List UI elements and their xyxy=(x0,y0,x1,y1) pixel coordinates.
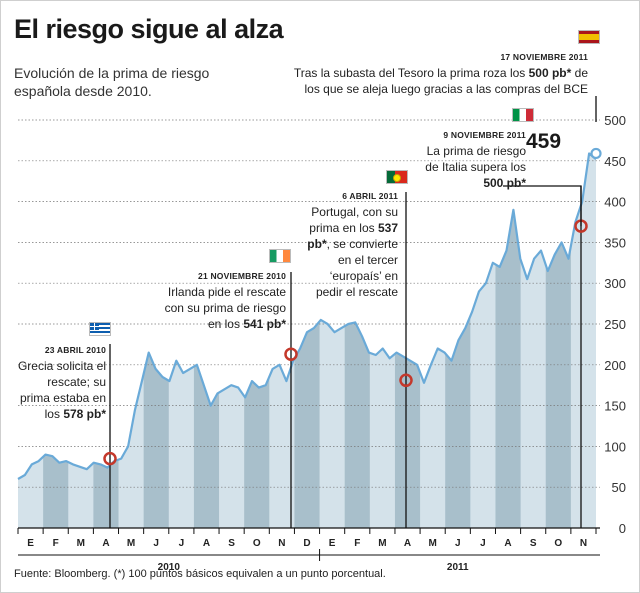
annotation-italia: 9 NOVIEMBRE 2011 La prima de riesgo de I… xyxy=(424,127,526,191)
month-band xyxy=(570,153,596,528)
annotation-espana: 17 NOVIEMBRE 2011 Tras la subasta del Te… xyxy=(278,49,588,97)
month-label: J xyxy=(153,538,159,549)
year-label: 2010 xyxy=(158,562,181,573)
y-tick-label: 100 xyxy=(604,439,626,454)
y-tick-label: 200 xyxy=(604,358,626,373)
annotation-italia-text: La prima de riesgo de Italia supera los xyxy=(425,144,526,174)
annotation-irlanda-value: 541 pb* xyxy=(243,317,286,331)
annotation-irlanda: 21 NOVIEMBRE 2010 Irlanda pide el rescat… xyxy=(160,268,286,332)
greece-flag-icon xyxy=(89,322,111,336)
month-label: M xyxy=(428,538,436,549)
year-label: 2011 xyxy=(447,562,469,573)
annotation-espana-text-b: de los que se aleja luego gracias a las … xyxy=(304,66,589,96)
spain-flag-icon xyxy=(578,30,600,44)
annotation-irlanda-date: 21 NOVIEMBRE 2010 xyxy=(198,271,286,281)
annotation-italia-date: 9 NOVIEMBRE 2011 xyxy=(443,130,526,140)
event-marker xyxy=(284,347,298,361)
y-tick-label: 250 xyxy=(604,317,626,332)
annotation-espana-date: 17 NOVIEMBRE 2011 xyxy=(500,52,588,62)
italy-flag-icon xyxy=(512,108,534,122)
month-label: A xyxy=(203,538,210,549)
month-label: A xyxy=(504,538,511,549)
y-tick-label: 400 xyxy=(604,195,626,210)
y-tick-label: 0 xyxy=(619,521,626,536)
month-band xyxy=(68,153,94,528)
month-label: J xyxy=(455,538,461,549)
month-label: E xyxy=(27,538,34,549)
annotation-portugal-date: 6 ABRIL 2011 xyxy=(342,191,398,201)
portugal-flag-icon xyxy=(386,170,408,184)
y-tick-label: 500 xyxy=(604,113,626,128)
annotation-portugal: 6 ABRIL 2011 Portugal, con su prima en l… xyxy=(306,188,398,300)
month-label: N xyxy=(580,538,587,549)
month-label: N xyxy=(278,538,285,549)
annotation-espana-text: Tras la subasta del Tesoro la prima roza… xyxy=(293,66,529,80)
annotation-portugal-text-b: , se convierte en el tercer ‘europaís’ e… xyxy=(315,237,398,299)
event-marker xyxy=(590,147,602,160)
y-tick-label: 350 xyxy=(604,235,626,250)
month-label: F xyxy=(53,538,59,549)
month-band xyxy=(319,153,346,528)
annotation-grecia-date: 23 ABRIL 2010 xyxy=(44,345,106,355)
month-label: A xyxy=(404,538,411,549)
month-label: O xyxy=(554,538,562,549)
month-band xyxy=(118,153,145,528)
month-band xyxy=(394,153,421,528)
month-label: S xyxy=(228,538,235,549)
source-note: Fuente: Bloomberg. (*) 100 puntos básico… xyxy=(14,568,386,580)
y-tick-label: 150 xyxy=(604,399,626,414)
annotation-grecia: 23 ABRIL 2010 Grecia solicita el rescate… xyxy=(14,342,106,422)
annotation-irlanda-text: Irlanda pide el rescate con su prima de … xyxy=(164,285,286,331)
month-label: F xyxy=(354,538,360,549)
month-band xyxy=(344,153,371,528)
event-marker xyxy=(399,373,413,388)
month-label: J xyxy=(179,538,185,549)
month-label: J xyxy=(480,538,486,549)
annotation-grecia-text: Grecia solicita el rescate; su prima est… xyxy=(17,359,106,421)
month-label: E xyxy=(329,538,336,549)
annotation-portugal-text: Portugal, con su prima en los xyxy=(309,205,398,235)
month-label: M xyxy=(127,538,135,549)
month-band xyxy=(369,153,396,528)
month-label: D xyxy=(303,538,310,549)
month-label: M xyxy=(378,538,386,549)
annotation-italia-value: 500 pb* xyxy=(483,176,526,190)
chart-title: El riesgo sigue al alza xyxy=(14,14,284,44)
highlight-value-459: 459 xyxy=(526,130,562,153)
annotation-portugal-value: 537 pb* xyxy=(307,221,398,251)
annotation-grecia-value: 578 pb* xyxy=(63,407,106,421)
chart-subtitle: Evolución de la prima de riesgo española… xyxy=(14,65,210,99)
y-tick-label: 50 xyxy=(612,480,626,495)
y-tick-label: 300 xyxy=(604,276,626,291)
month-label: M xyxy=(77,538,85,549)
event-marker xyxy=(103,451,117,466)
annotation-espana-value: 500 pb* xyxy=(528,66,572,80)
month-band xyxy=(294,153,321,528)
y-tick-label: 450 xyxy=(604,154,626,169)
month-label: S xyxy=(530,538,537,549)
month-label: O xyxy=(253,538,261,549)
ireland-flag-icon xyxy=(269,249,291,263)
italy-connector xyxy=(503,185,582,227)
month-label: A xyxy=(102,538,109,549)
